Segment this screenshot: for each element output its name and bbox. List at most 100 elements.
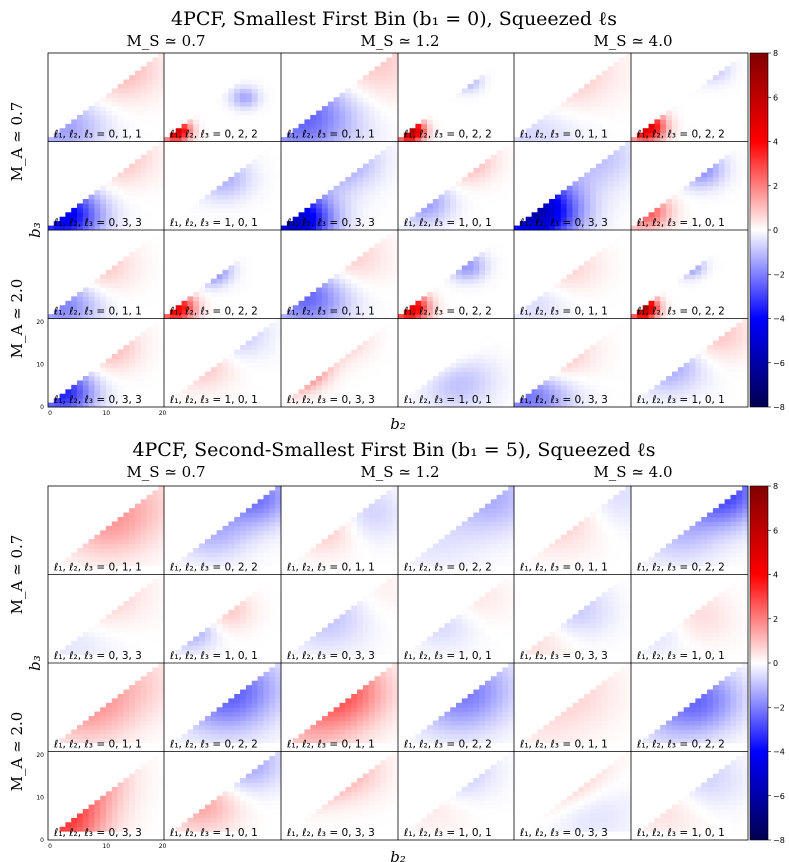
heatmap-cell [106,110,113,116]
heatmap-cell [398,402,405,408]
heatmap-cell [251,101,259,107]
heatmap-cell [496,70,503,76]
heatmap-cell [251,305,259,311]
heatmap-cell [129,278,136,284]
heatmap-cell [71,119,78,125]
heatmap-cell [485,79,492,85]
heatmap-cell [508,380,515,386]
heatmap-cell [146,194,153,200]
heatmap-cell [193,398,200,404]
heatmap-cell [216,393,223,399]
heatmap-cell [357,349,364,355]
heatmap-cell [607,181,614,187]
heatmap-cell [152,247,159,253]
heatmap-cell [689,92,696,98]
heatmap-cell [357,376,364,381]
heatmap-cell [671,393,679,399]
heatmap-cell [111,380,119,386]
heatmap-cell [210,384,218,390]
heatmap-cell [123,358,130,364]
heatmap-cell [625,159,632,165]
heatmap-cell [683,97,690,103]
heatmap-cell [496,252,503,258]
heatmap-cell [584,367,591,373]
heatmap-cell [421,393,428,399]
heatmap-cell [403,132,411,138]
heatmap-cell [169,402,177,408]
heatmap-cell [736,225,743,231]
heatmap-cell [210,194,218,200]
heatmap-cell [386,163,393,169]
heatmap-cell [339,110,346,116]
heatmap-cell [111,88,119,94]
heatmap-cell [666,384,673,390]
heatmap-cell [71,212,78,218]
heatmap-cell [152,110,159,116]
heatmap-cell [736,300,743,306]
heatmap-cell [129,389,136,395]
heatmap-cell [158,181,165,187]
heatmap-cell [479,114,486,120]
heatmap-cell [712,106,720,112]
heatmap-cell [345,367,352,373]
heatmap-cell [619,389,626,395]
heatmap-cell [648,123,655,129]
heatmap-cell [158,216,165,222]
heatmap-cell [152,309,159,315]
heatmap-cell [234,353,241,359]
heatmap-cell [240,207,247,213]
heatmap-cell [228,101,235,107]
heatmap-cell [724,66,731,72]
heatmap-cell [595,260,603,266]
heatmap-cell [613,380,620,386]
heatmap-cell [450,389,457,395]
heatmap-cell [351,119,358,125]
heatmap-cell [730,309,737,315]
heatmap-cell [374,70,381,76]
heatmap-cell [228,97,235,103]
heatmap-cell [245,393,253,399]
heatmap-cell [386,61,393,67]
heatmap-cell [601,203,609,209]
heatmap-cell [607,331,614,337]
heatmap-cell [554,283,562,289]
heatmap-cell [228,123,235,129]
heatmap-cell [304,137,311,142]
heatmap-cell [362,300,370,306]
heatmap-cell [88,389,95,395]
heatmap-cell [450,199,457,204]
heatmap-cell [554,199,562,204]
heatmap-cell [269,331,276,337]
heatmap-cell [380,256,387,262]
heatmap-cell [222,384,229,390]
heatmap-cell [146,66,153,72]
heatmap-cell [712,203,720,209]
heatmap-cell [345,278,352,284]
heatmap-cell [543,398,550,404]
heatmap-cell [467,380,474,386]
heatmap-cell [82,123,90,129]
heatmap-cell [444,212,451,218]
heatmap-cell [181,132,188,138]
heatmap-cell [660,212,667,218]
heatmap-cell [123,79,130,85]
heatmap-cell [386,238,393,244]
heatmap-cell [508,274,515,280]
heatmap-cell [625,269,632,275]
heatmap-cell [730,150,737,156]
heatmap-cell [88,371,95,377]
heatmap-cell [106,314,113,319]
heatmap-cell [712,212,720,218]
heatmap-cell [671,398,679,404]
heatmap-cell [286,309,294,315]
heatmap-cell [234,314,241,319]
heatmap-cell [707,287,714,293]
heatmap-cell [357,137,364,142]
heatmap-cell [718,97,726,103]
heatmap-cell [444,389,451,395]
heatmap-cell [625,398,632,404]
heatmap-cell [485,199,492,204]
heatmap-cell [631,314,638,319]
heatmap-cell [245,265,253,271]
heatmap-cell [736,283,743,289]
